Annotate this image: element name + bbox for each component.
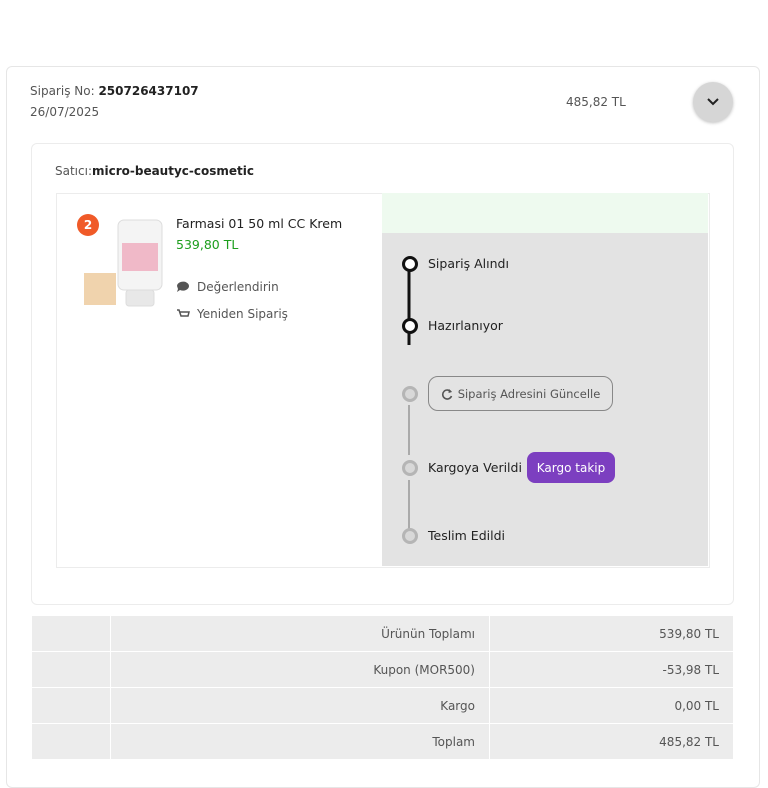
update-address-text: Sipariş Adresini Güncelle: [457, 386, 601, 401]
step-dot: [402, 460, 418, 476]
summary-value: -53,98 TL: [489, 651, 734, 688]
quantity-badge: 2: [77, 214, 99, 236]
summary-label: Toplam: [110, 723, 490, 760]
step-dot: [402, 318, 418, 334]
summary-blank: [31, 615, 111, 652]
order-total: 485,82 TL: [566, 95, 626, 109]
order-date: 26/07/2025: [30, 105, 100, 119]
order-number: 250726437107: [98, 84, 199, 98]
seller-label: Satıcı:: [55, 164, 92, 178]
summary-value: 539,80 TL: [489, 615, 734, 652]
step-label: Teslim Edildi: [428, 528, 505, 543]
refresh-icon: [441, 388, 452, 400]
summary-row: Kupon (MOR500) -53,98 TL: [31, 651, 734, 688]
summary-value: 0,00 TL: [489, 687, 734, 724]
expand-button[interactable]: [693, 82, 733, 122]
reorder-text: Yeniden Sipariş: [197, 307, 288, 321]
summary-label: Ürünün Toplamı: [110, 615, 490, 652]
summary-blank: [31, 651, 111, 688]
step-label: Hazırlanıyor: [428, 318, 503, 333]
chevron-icon: [707, 98, 719, 106]
review-text: Değerlendirin: [197, 280, 279, 294]
comment-icon: [177, 281, 189, 292]
step-label: Kargoya Verildi: [428, 460, 522, 475]
step-dot: [402, 528, 418, 544]
order-number-label: Sipariş No:: [30, 84, 95, 98]
track-button[interactable]: Kargo takip: [527, 452, 615, 483]
seller-row: Satıcı:micro-beautyc-cosmetic: [55, 164, 254, 178]
reorder-link[interactable]: Yeniden Sipariş: [176, 307, 288, 321]
summary-value: 485,82 TL: [489, 723, 734, 760]
step-dot: [402, 256, 418, 272]
product-image: [117, 219, 163, 307]
page: {"order": {"number_label": "Sipariş No:"…: [6, 66, 760, 788]
product-name[interactable]: Farmasi 01 50 ml CC Krem: [176, 216, 343, 231]
summary-table: Ürünün Toplamı 539,80 TL Kupon (MOR500) -53…: [31, 615, 734, 760]
review-link[interactable]: Değerlendirin: [176, 280, 279, 294]
summary-row: Toplam 485,82 TL: [31, 723, 734, 760]
summary-row: Kargo 0,00 TL: [31, 687, 734, 724]
summary-blank: [31, 723, 111, 760]
color-swatch: [84, 273, 116, 305]
order-number-row: Sipariş No: 250726437107: [30, 84, 199, 98]
summary-blank: [31, 687, 111, 724]
seller-name: micro-beautyc-cosmetic: [91, 164, 254, 178]
step-label: Sipariş Alındı: [428, 256, 509, 271]
cart-icon: [177, 309, 190, 317]
product-price: 539,80 TL: [176, 237, 239, 252]
summary-label: Kargo: [110, 687, 490, 724]
summary-row: Ürünün Toplamı 539,80 TL: [31, 615, 734, 652]
status-header: [382, 193, 708, 233]
update-address-button[interactable]: Sipariş Adresini Güncelle: [428, 376, 613, 411]
step-dot: [402, 386, 418, 402]
summary-label: Kupon (MOR500): [110, 651, 490, 688]
summary-body: Ürünün Toplamı 539,80 TL Kupon (MOR500) -53…: [31, 615, 734, 760]
